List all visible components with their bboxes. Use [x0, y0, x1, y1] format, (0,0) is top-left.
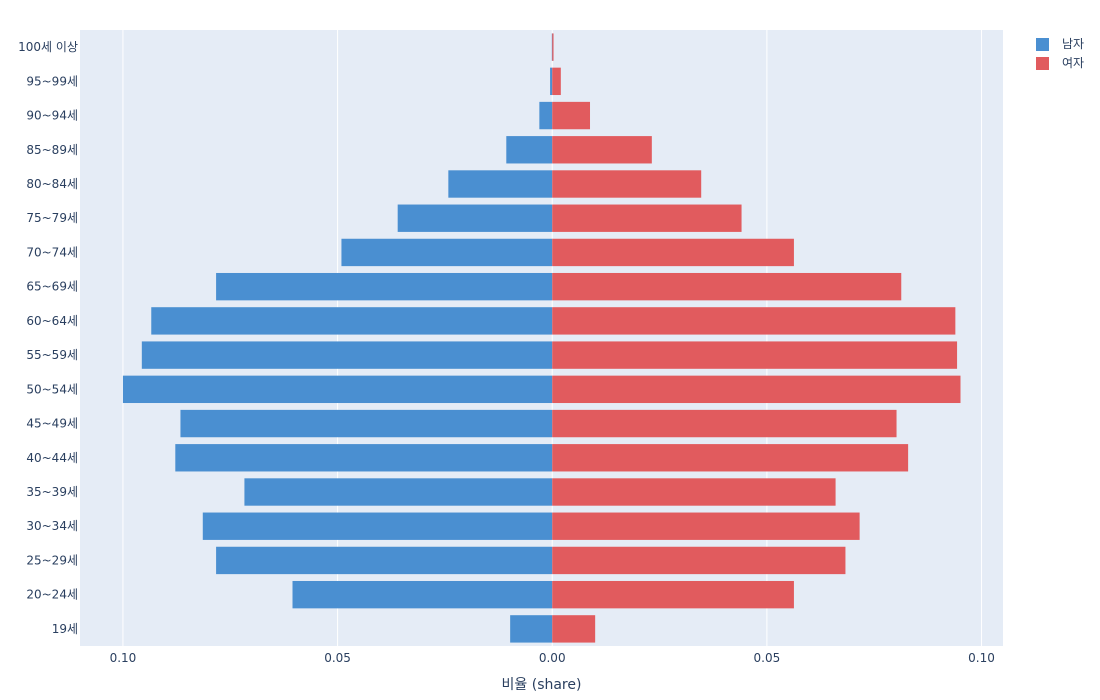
bar[interactable]	[552, 512, 860, 540]
y-tick-label: 50~54세	[26, 382, 78, 396]
bar[interactable]	[552, 204, 742, 232]
x-tick-label: 0.10	[110, 651, 137, 665]
y-tick-label: 70~74세	[26, 245, 78, 259]
bars	[122, 33, 961, 643]
x-tick-label: 0.05	[754, 651, 781, 665]
bar[interactable]	[552, 136, 652, 164]
bar[interactable]	[216, 546, 553, 575]
bar[interactable]	[550, 67, 553, 96]
bar[interactable]	[448, 170, 553, 198]
bar[interactable]	[510, 615, 553, 643]
legend-swatch	[1036, 57, 1049, 70]
bar[interactable]	[122, 375, 553, 404]
x-axis-title: 비율 (share)	[502, 677, 582, 693]
bar[interactable]	[552, 546, 846, 575]
bar[interactable]	[202, 512, 553, 540]
bar[interactable]	[141, 341, 553, 369]
bar[interactable]	[552, 307, 956, 335]
bar[interactable]	[552, 375, 961, 404]
y-tick-label: 85~89세	[26, 143, 78, 157]
x-tick-label: 0.05	[324, 651, 351, 665]
plot-background	[80, 30, 1003, 646]
bar[interactable]	[552, 341, 958, 369]
bar[interactable]	[552, 272, 902, 301]
y-tick-label: 100세 이상	[18, 40, 78, 54]
bar[interactable]	[552, 238, 794, 267]
bar[interactable]	[552, 444, 909, 472]
bar[interactable]	[552, 170, 702, 198]
bar[interactable]	[552, 67, 561, 96]
y-tick-label: 65~69세	[26, 280, 78, 294]
y-tick-label: 20~24세	[26, 588, 78, 602]
y-tick-label: 60~64세	[26, 314, 78, 328]
y-tick-label: 95~99세	[26, 74, 78, 88]
y-tick-label: 80~84세	[26, 177, 78, 191]
legend-item[interactable]: 여자	[1036, 56, 1084, 70]
x-axis-tick-labels: 0.10 0.05 0.00 0.05 0.10	[110, 651, 995, 665]
bar[interactable]	[552, 580, 794, 609]
x-tick-label: 0.10	[968, 651, 995, 665]
bar[interactable]	[151, 307, 553, 335]
bar[interactable]	[175, 444, 553, 472]
grid-lines	[122, 30, 983, 646]
y-tick-label: 35~39세	[26, 485, 78, 499]
legend-swatch	[1036, 38, 1049, 51]
y-axis-tick-labels: 19세 20~24세 25~29세 30~34세 35~39세 40~44세 45~49세 5…	[18, 40, 78, 636]
y-tick-label: 55~59세	[26, 348, 78, 362]
bar[interactable]	[244, 478, 553, 506]
y-tick-label: 19세	[52, 622, 78, 636]
bar[interactable]	[552, 478, 836, 506]
bar[interactable]	[552, 409, 897, 438]
bar[interactable]	[397, 204, 553, 232]
bar[interactable]	[539, 101, 553, 130]
y-tick-label: 40~44세	[26, 451, 78, 465]
legend-item[interactable]: 남자	[1036, 37, 1084, 51]
y-tick-label: 25~29세	[26, 553, 78, 567]
bar[interactable]	[216, 272, 553, 301]
bar[interactable]	[552, 101, 591, 130]
bar[interactable]	[506, 136, 553, 164]
y-tick-label: 75~79세	[26, 211, 78, 225]
bar[interactable]	[180, 409, 553, 438]
y-tick-label: 45~49세	[26, 417, 78, 431]
bar[interactable]	[552, 33, 554, 61]
y-tick-label: 30~34세	[26, 519, 78, 533]
legend-label: 남자	[1062, 37, 1084, 51]
x-tick-label: 0.00	[539, 651, 566, 665]
bar[interactable]	[292, 580, 553, 609]
bar[interactable]	[551, 33, 553, 61]
legend-label: 여자	[1062, 56, 1084, 70]
y-tick-label: 90~94세	[26, 109, 78, 123]
bar[interactable]	[341, 238, 553, 267]
bar[interactable]	[552, 615, 596, 643]
